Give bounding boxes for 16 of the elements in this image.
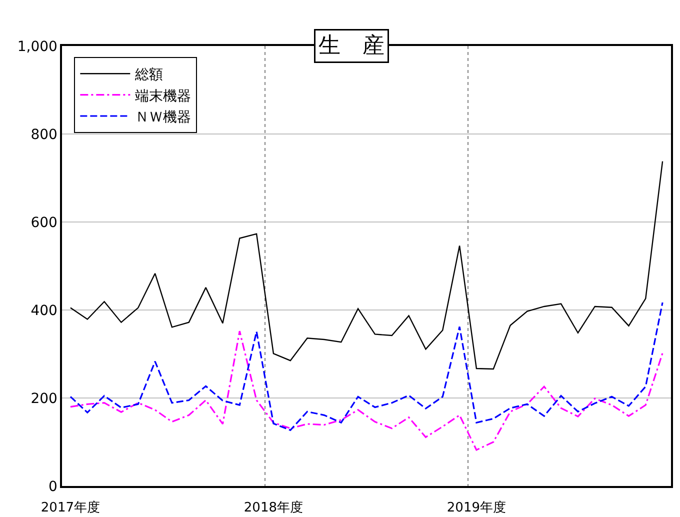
x-tick-label: 2019年度 bbox=[446, 499, 506, 516]
x-tick-label: 2018年度 bbox=[244, 499, 304, 516]
line-series bbox=[70, 330, 664, 451]
line-series bbox=[70, 160, 664, 370]
line-series bbox=[70, 302, 664, 431]
y-tick-label: 1,000 bbox=[17, 38, 58, 55]
y-tick-label: 0 bbox=[48, 478, 58, 495]
legend-label: ＮＷ機器 bbox=[135, 109, 192, 126]
y-tick-label: 800 bbox=[30, 126, 58, 143]
legend-label: 総額 bbox=[134, 67, 164, 84]
legend-label: 端末機器 bbox=[135, 88, 192, 104]
y-tick-label: 200 bbox=[30, 390, 58, 407]
y-tick-label: 600 bbox=[30, 214, 58, 231]
x-tick-label: 2017年度 bbox=[40, 499, 100, 516]
chart-title: 生 産 bbox=[318, 34, 384, 58]
y-tick-label: 400 bbox=[30, 302, 58, 319]
